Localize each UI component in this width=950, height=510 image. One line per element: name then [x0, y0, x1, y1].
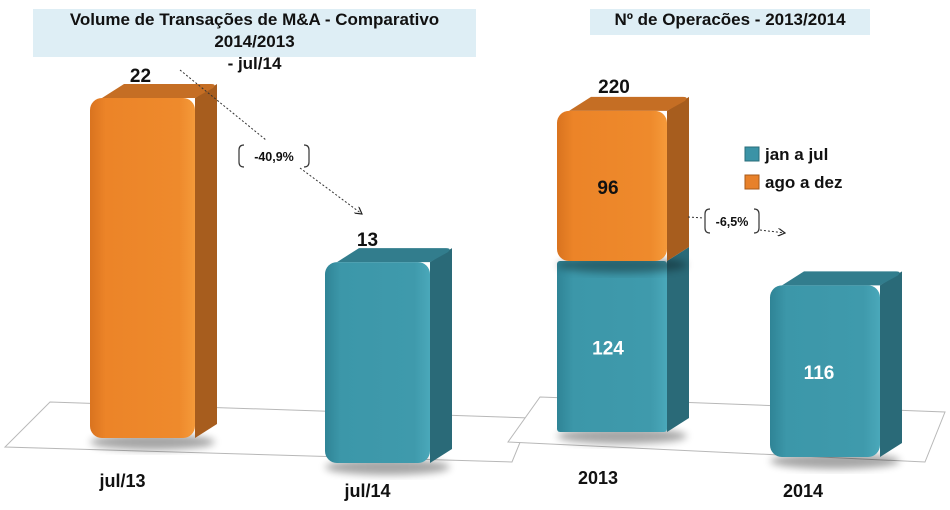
legend-label: ago a dez [765, 173, 842, 192]
chart2-bar-2014-jan-a-jul-front [770, 285, 880, 457]
chart1-title-line1: Volume de Transações de M&A - Comparativ… [69, 10, 440, 51]
chart1-category-label: jul/13 [98, 471, 145, 491]
chart1-bar-jul-14-front [325, 262, 430, 463]
chart2-category-label: 2013 [578, 468, 618, 488]
chart2-title: Nº de Operacões - 2013/2014 [590, 9, 870, 35]
chart2-bar-2014-jan-a-jul-top [782, 271, 900, 286]
chart1-bar-jul-13-top [102, 84, 215, 98]
chart2-bar-2014-jan-a-jul-side [880, 271, 902, 457]
chart2-bar-2013-ago-a-dez-side [667, 96, 689, 261]
legend-label: jan a jul [764, 145, 828, 164]
chart2-segment-label: 124 [592, 338, 624, 359]
chart1-bar-jul-14-top [337, 248, 450, 263]
chart2-change-annotation: -6,5% [687, 208, 785, 233]
chart1-bar-jul-13-side [195, 84, 217, 438]
chart1-annotation-text: -40,9% [254, 150, 294, 164]
legend-item-ago-a-dez: ago a dez [744, 173, 842, 192]
chart2-legend: jan a jul ago a dez [744, 145, 842, 192]
legend-swatch-orange [744, 174, 760, 190]
chart2-segment-label: 96 [597, 178, 618, 199]
chart2-bar-2013-ago-a-dez-top [569, 96, 687, 111]
chart2-bar-2013-jan-a-jul-side [667, 246, 689, 432]
chart1-value-label: 13 [357, 230, 378, 251]
chart1-value-label: 22 [130, 66, 151, 87]
chart2-annotation-text: -6,5% [716, 215, 749, 229]
chart2-category-label: 2014 [783, 481, 823, 501]
chart1-bar-jul-13-front [90, 98, 195, 438]
chart1-category-label: jul/14 [343, 481, 390, 501]
chart2-bar-2013-jan-a-jul-front [557, 260, 667, 432]
legend-item-jan-a-jul: jan a jul [744, 145, 828, 164]
chart2-total-label: 220 [598, 77, 630, 98]
legend-swatch-teal [744, 146, 760, 162]
chart1-title-line2: - jul/14 [227, 54, 282, 73]
chart2-bar-2013-ago-a-dez-front [557, 110, 667, 261]
chart1-change-annotation: -40,9% [179, 69, 362, 214]
chart1-bar-jul-14-side [430, 248, 452, 463]
chart2-segment-label: 116 [804, 363, 835, 384]
chart1-title: Volume de Transações de M&A - Comparativ… [33, 9, 476, 73]
